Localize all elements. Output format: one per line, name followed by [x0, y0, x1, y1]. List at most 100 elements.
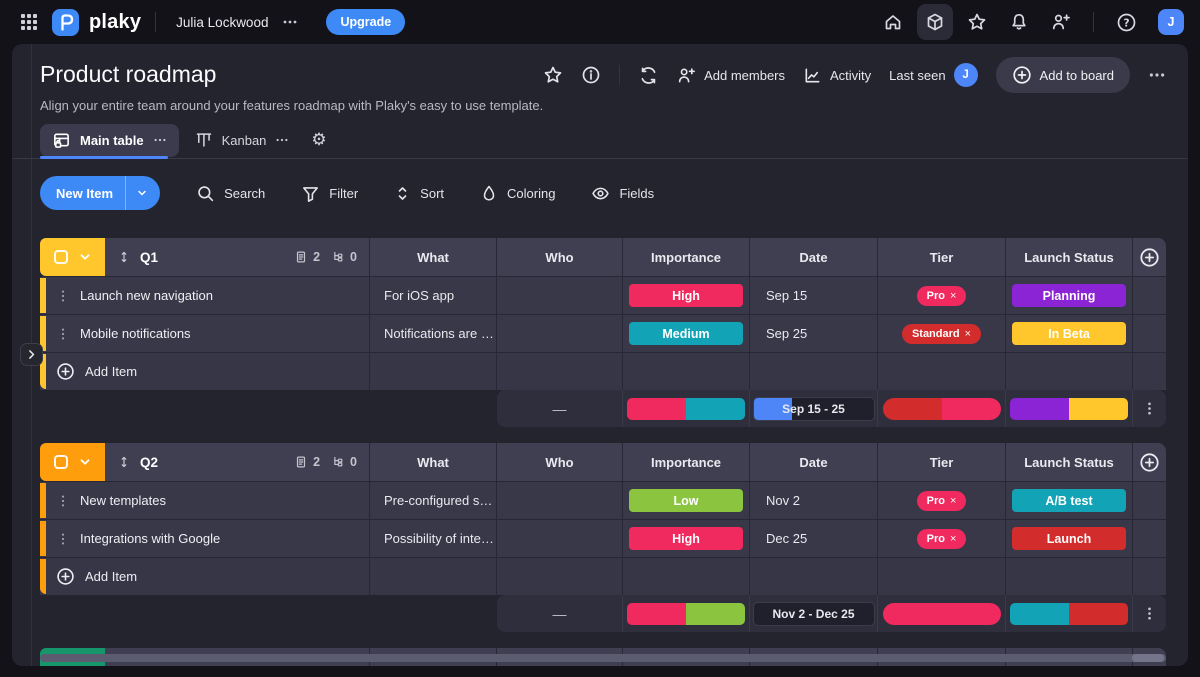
importance-cell[interactable]: High — [623, 277, 750, 314]
launch-cell[interactable]: In Beta — [1006, 315, 1133, 352]
scrollbar-thumb[interactable] — [1132, 654, 1164, 662]
summary-launch[interactable] — [1006, 595, 1133, 632]
importance-pill[interactable]: Low — [629, 489, 743, 512]
importance-cell[interactable]: High — [623, 520, 750, 557]
summary-importance[interactable] — [623, 390, 750, 427]
date-cell[interactable]: Dec 25 — [750, 520, 878, 557]
importance-pill[interactable]: Medium — [629, 322, 743, 345]
table-row[interactable]: Launch new navigation For iOS app High S… — [40, 276, 1166, 314]
tab-main-table[interactable]: Main table — [40, 123, 179, 157]
group-collapse-control[interactable] — [40, 443, 105, 481]
tier-remove-icon[interactable]: × — [949, 289, 957, 302]
column-header-importance[interactable]: Importance — [623, 443, 750, 481]
notifications-bell-icon[interactable] — [1001, 4, 1037, 40]
tier-pill[interactable]: Pro × — [916, 528, 967, 549]
summary-launch[interactable] — [1006, 390, 1133, 427]
launch-pill[interactable]: In Beta — [1012, 322, 1126, 345]
item-name[interactable]: Launch new navigation — [80, 288, 213, 303]
tier-cell[interactable]: Standard × — [878, 315, 1006, 352]
who-cell[interactable] — [497, 277, 623, 314]
summary-date[interactable]: Nov 2 - Dec 25 — [750, 595, 878, 632]
tier-cell[interactable]: Pro × — [878, 277, 1006, 314]
new-item-dropdown-icon[interactable] — [125, 176, 160, 210]
workspace-name[interactable]: Julia Lockwood — [176, 14, 269, 30]
column-header-who[interactable]: Who — [497, 443, 623, 481]
column-header-what[interactable]: What — [370, 443, 497, 481]
drag-handle-icon[interactable] — [117, 455, 131, 469]
favorites-star-icon[interactable] — [959, 4, 995, 40]
last-seen[interactable]: Last seen J — [889, 63, 978, 87]
summary-menu-icon[interactable] — [1133, 595, 1166, 632]
coloring-button[interactable]: Coloring — [480, 184, 555, 202]
column-header-tier[interactable]: Tier — [878, 443, 1006, 481]
launch-cell[interactable]: Launch — [1006, 520, 1133, 557]
importance-pill[interactable]: High — [629, 284, 743, 307]
who-cell[interactable] — [497, 482, 623, 519]
column-header-tier[interactable]: Tier — [878, 238, 1006, 276]
column-header-what[interactable]: What — [370, 238, 497, 276]
row-menu-icon[interactable] — [56, 494, 70, 508]
drag-handle-icon[interactable] — [117, 250, 131, 264]
new-item-button[interactable]: New Item — [40, 176, 161, 210]
importance-cell[interactable]: Medium — [623, 315, 750, 352]
date-cell[interactable]: Sep 25 — [750, 315, 878, 352]
upgrade-button[interactable]: Upgrade — [326, 9, 406, 35]
row-menu-icon[interactable] — [56, 289, 70, 303]
group-name[interactable]: Q2 — [140, 454, 159, 470]
what-cell[interactable]: Notifications are … — [370, 315, 497, 352]
importance-cell[interactable]: Low — [623, 482, 750, 519]
what-cell[interactable]: Possibility of inte… — [370, 520, 497, 557]
tab-kanban[interactable]: Kanban — [185, 124, 300, 157]
add-item-button[interactable]: Add Item — [56, 567, 137, 586]
sort-button[interactable]: Sort — [394, 185, 444, 202]
column-header-date[interactable]: Date — [750, 238, 878, 276]
activity-button[interactable]: Activity — [803, 66, 871, 85]
invite-member-icon[interactable] — [1043, 4, 1079, 40]
last-seen-avatar[interactable]: J — [953, 63, 978, 87]
column-header-launch-status[interactable]: Launch Status — [1006, 238, 1133, 276]
home-icon[interactable] — [875, 4, 911, 40]
plaky-logo-icon[interactable] — [52, 8, 79, 36]
launch-cell[interactable]: A/B test — [1006, 482, 1133, 519]
launch-pill[interactable]: Launch — [1012, 527, 1126, 550]
add-item-row[interactable]: Add Item — [40, 557, 1166, 595]
help-icon[interactable]: ? — [1108, 4, 1144, 40]
tier-pill[interactable]: Pro × — [916, 490, 967, 511]
who-cell[interactable] — [497, 520, 623, 557]
tier-remove-icon[interactable]: × — [949, 532, 957, 545]
tier-cell[interactable]: Pro × — [878, 520, 1006, 557]
summary-importance[interactable] — [623, 595, 750, 632]
search-button[interactable]: Search — [196, 184, 265, 203]
column-header-who[interactable]: Who — [497, 238, 623, 276]
tier-cell[interactable]: Pro × — [878, 482, 1006, 519]
workspace-menu-icon[interactable] — [282, 14, 298, 30]
launch-pill[interactable]: Planning — [1012, 284, 1126, 307]
table-row[interactable]: New templates Pre-configured s… Low Nov … — [40, 481, 1166, 519]
add-item-button[interactable]: Add Item — [56, 362, 137, 381]
table-row[interactable]: Mobile notifications Notifications are …… — [40, 314, 1166, 352]
summary-menu-icon[interactable] — [1133, 390, 1166, 427]
add-column-button[interactable] — [1133, 238, 1166, 276]
tier-pill[interactable]: Standard × — [901, 323, 982, 344]
board-discover-icon[interactable] — [638, 65, 659, 86]
add-column-button[interactable] — [1133, 443, 1166, 481]
summary-date[interactable]: Sep 15 - 25 — [750, 390, 878, 427]
date-cell[interactable]: Nov 2 — [750, 482, 878, 519]
board-info-icon[interactable] — [581, 65, 601, 85]
tab-main-table-menu-icon[interactable] — [153, 133, 167, 147]
summary-tier[interactable] — [878, 390, 1006, 427]
summary-tier[interactable] — [878, 595, 1006, 632]
importance-pill[interactable]: High — [629, 527, 743, 550]
tier-remove-icon[interactable]: × — [964, 327, 972, 340]
user-avatar[interactable]: J — [1158, 9, 1184, 35]
row-menu-icon[interactable] — [56, 327, 70, 341]
boards-cube-icon[interactable] — [917, 4, 953, 40]
horizontal-scrollbar[interactable] — [40, 654, 1166, 662]
add-item-row[interactable]: Add Item — [40, 352, 1166, 390]
add-members-button[interactable]: Add members — [677, 66, 785, 85]
group-checkbox[interactable] — [53, 455, 68, 469]
table-row[interactable]: Integrations with Google Possibility of … — [40, 519, 1166, 557]
filter-button[interactable]: Filter — [301, 184, 358, 203]
row-menu-icon[interactable] — [56, 532, 70, 546]
item-name[interactable]: Mobile notifications — [80, 326, 191, 341]
